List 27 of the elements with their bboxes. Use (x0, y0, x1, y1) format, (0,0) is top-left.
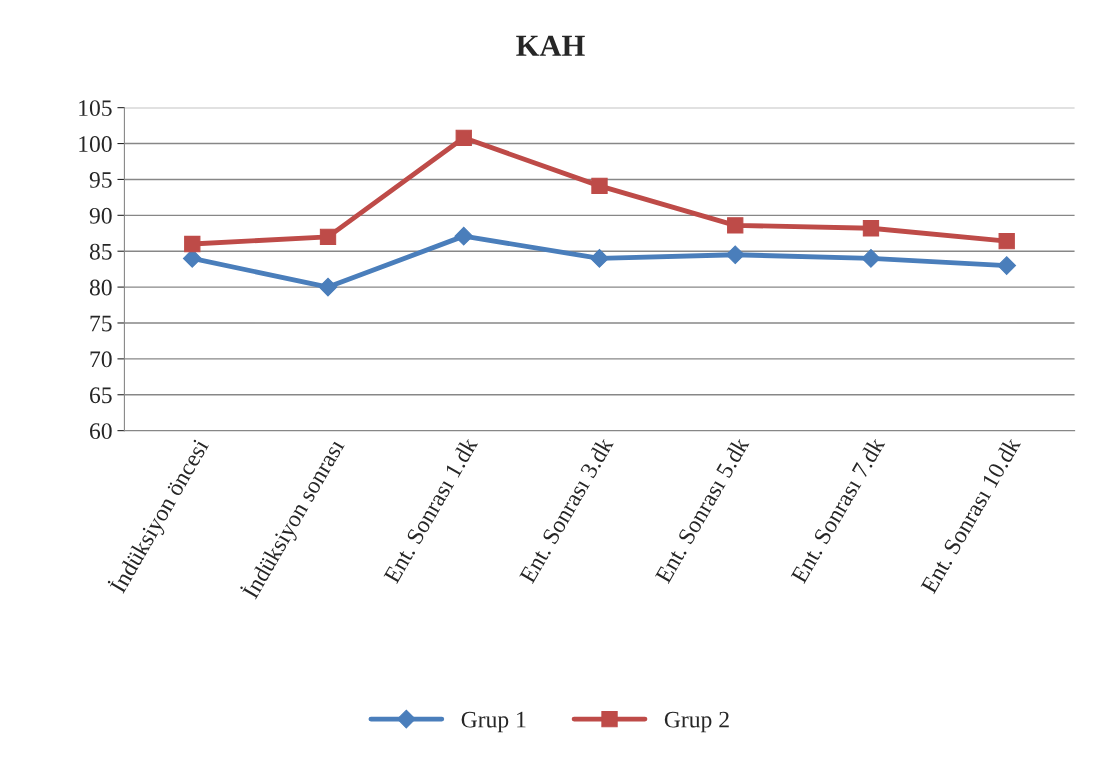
y-tick-label: 75 (90, 315, 112, 332)
point (591, 177, 608, 195)
point (319, 228, 337, 246)
y-tick-label: 90 (89, 207, 112, 224)
chart-title: KAH (516, 35, 585, 56)
legend-label: Grup 1 (461, 711, 526, 733)
point (725, 245, 745, 265)
legend-label: Grup 2 (664, 711, 729, 733)
y-tick-label: 100 (79, 136, 112, 152)
point (998, 233, 1015, 250)
point (184, 235, 201, 253)
point (318, 277, 338, 297)
point (182, 249, 202, 268)
y-tick-label: 95 (89, 171, 112, 188)
point (727, 217, 744, 234)
point (454, 226, 474, 246)
point (590, 249, 609, 268)
point (455, 129, 472, 146)
y-tick-label: 85 (89, 243, 112, 260)
y-tick-label: 65 (90, 387, 112, 404)
y-tick-label: 70 (90, 351, 112, 368)
y-tick-label: 60 (90, 423, 112, 440)
point (861, 249, 881, 268)
point (997, 256, 1017, 275)
y-tick-label: 105 (79, 100, 112, 117)
point (862, 220, 880, 237)
y-tick-label: 80 (89, 279, 112, 296)
